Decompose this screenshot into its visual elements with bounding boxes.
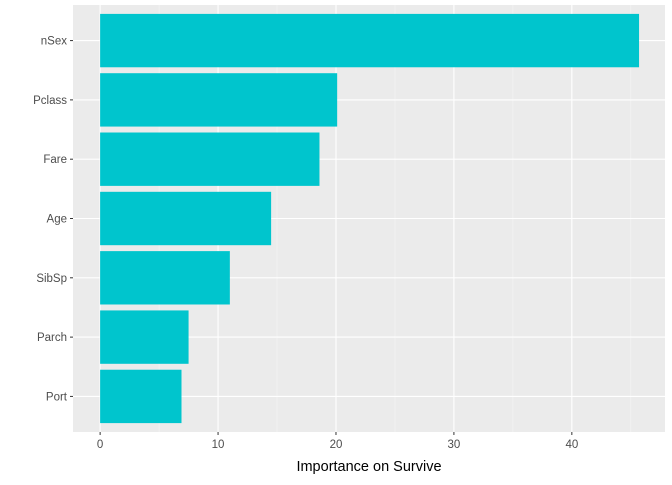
x-tick-label: 30: [448, 439, 461, 451]
x-axis: 0 10 20 30 40: [97, 432, 578, 451]
y-tick-label: Age: [47, 214, 67, 226]
bar-age: [100, 191, 272, 246]
x-axis-title: Importance on Survive: [296, 459, 441, 475]
x-tick-label: 40: [565, 439, 578, 451]
bar-fare: [100, 132, 320, 186]
bar-parch: [100, 310, 189, 364]
x-tick-label: 20: [330, 439, 343, 451]
bar-pclass: [100, 73, 338, 127]
y-axis: nSex Pclass Fare Age SibSp Parch Port: [33, 36, 73, 403]
y-tick-label: Fare: [43, 154, 67, 166]
bar-sibsp: [100, 251, 230, 305]
bars-group: [100, 13, 640, 424]
y-tick-label: SibSp: [36, 273, 67, 285]
bar-nsex: [100, 13, 640, 68]
x-tick-label: 10: [212, 439, 225, 451]
y-tick-label: Port: [46, 391, 68, 403]
y-tick-label: nSex: [41, 36, 67, 48]
x-tick-label: 0: [97, 439, 103, 451]
bar-port: [100, 369, 182, 424]
y-tick-label: Parch: [37, 332, 67, 344]
y-tick-label: Pclass: [33, 95, 67, 107]
